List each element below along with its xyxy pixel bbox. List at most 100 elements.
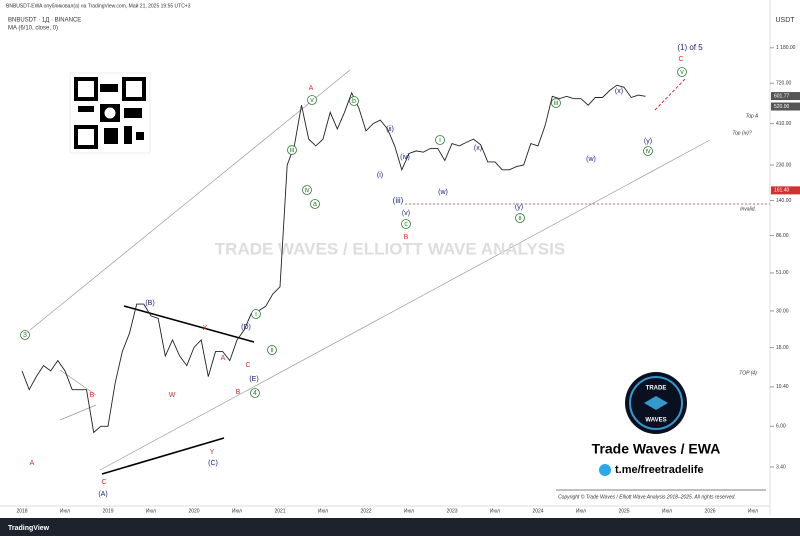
- y-tick-label: 720.00: [776, 81, 792, 87]
- watermark: TRADE WAVES / ELLIOTT WAVE ANALYSIS: [215, 239, 565, 258]
- x-tick-label: Июл: [748, 508, 758, 514]
- wave-label: B: [90, 392, 95, 399]
- y-tick-label: 140.00: [776, 198, 792, 204]
- y-tick-label: 18.00: [776, 345, 789, 351]
- footer-bar: [0, 518, 800, 536]
- x-tick-label: 2018: [16, 508, 27, 514]
- x-tick-label: 2025: [618, 508, 629, 514]
- wave-label: (E): [249, 376, 258, 383]
- wave-label: X: [203, 325, 208, 332]
- wave-label: v: [680, 69, 684, 76]
- brand-name: Trade Waves / EWA: [592, 441, 721, 457]
- price-label: 601.77: [774, 93, 790, 99]
- x-tick-label: 2024: [532, 508, 543, 514]
- wave-label: a: [313, 201, 317, 208]
- wave-circle: [310, 199, 320, 209]
- wave-label: iii: [290, 147, 295, 154]
- price-label: 161.40: [774, 188, 790, 194]
- telegram-icon: [599, 464, 611, 476]
- wave-label: (x): [615, 88, 623, 95]
- wave-label: (v): [402, 210, 410, 217]
- price-label-box: [771, 102, 800, 111]
- published: BNBUSDT-EWA опубликовал(а) на TradingVie…: [6, 2, 191, 9]
- wave-label: ii: [518, 215, 522, 222]
- wave-label: iv: [645, 148, 651, 155]
- x-tick-label: Июл: [662, 508, 672, 514]
- level-label: TOP (4): [739, 370, 757, 376]
- copyright: Copyright © Trade Waves / Elliott Wave A…: [558, 493, 736, 500]
- wave-label: v: [310, 97, 314, 104]
- wave-label: B: [236, 389, 241, 396]
- wave-label: A: [221, 355, 226, 362]
- wave-label: iv: [304, 187, 310, 194]
- unit: USDT: [775, 17, 795, 24]
- qr-code: [69, 72, 151, 154]
- x-tick-label: Июл: [60, 508, 70, 514]
- footer[interactable]: TradingView: [8, 525, 50, 532]
- y-tick-label: 410.00: [776, 121, 792, 127]
- x-tick-label: 2020: [188, 508, 199, 514]
- logo-text: TRADE: [646, 386, 667, 392]
- x-tick-label: 2023: [446, 508, 457, 514]
- wave-label: (x): [474, 145, 482, 152]
- y-tick-label: 3.40: [776, 464, 786, 470]
- y-tick-label: 30.00: [776, 308, 789, 314]
- wave-label: C: [245, 362, 250, 369]
- x-tick-label: 2019: [102, 508, 113, 514]
- telegram[interactable]: t.me/freetradelife: [615, 464, 704, 476]
- level-label: Top A: [746, 113, 759, 119]
- x-tick-label: Июл: [576, 508, 586, 514]
- wave-label: (D): [241, 324, 251, 331]
- wave-circle: [401, 219, 411, 229]
- wave-label: A: [30, 460, 35, 467]
- wave-label: i: [255, 311, 257, 318]
- wave-label: 3: [23, 332, 27, 339]
- level-label: Invalid.: [740, 206, 756, 212]
- wave-label: (B): [145, 300, 154, 307]
- wave-label: (y): [644, 138, 652, 145]
- wave-label: B: [404, 234, 409, 241]
- wave-circle: [349, 96, 359, 106]
- price-line: [21, 84, 646, 434]
- wave-label: iii: [554, 100, 559, 107]
- wave-label: (w): [438, 189, 448, 196]
- wave-label: Y: [210, 449, 215, 456]
- y-tick-label: 51.00: [776, 270, 789, 276]
- y-tick-label: 10.40: [776, 384, 789, 390]
- wave-label: C: [101, 479, 106, 486]
- wave-circle: [435, 135, 445, 145]
- wave-label: (w): [586, 156, 596, 163]
- wave-circle: [551, 98, 561, 108]
- wave-label: ii: [270, 347, 274, 354]
- wave-circle: [287, 145, 297, 155]
- wave-label: b: [352, 98, 356, 105]
- x-tick-label: 2021: [274, 508, 285, 514]
- projection: [654, 77, 687, 111]
- x-tick-label: 2022: [360, 508, 371, 514]
- wave-label: (iv): [400, 154, 410, 161]
- x-tick-label: Июл: [146, 508, 156, 514]
- logo-text: WAVES: [645, 418, 666, 424]
- wave-label: c: [404, 221, 408, 228]
- wave-circle: [20, 330, 30, 340]
- wave-label: (A): [98, 491, 107, 498]
- wave-label: (i): [377, 172, 383, 179]
- y-tick-label: 6.00: [776, 424, 786, 430]
- level-label: Top (iv)?: [732, 130, 751, 136]
- wave-circle: [307, 95, 317, 105]
- wave-circle: [677, 67, 687, 77]
- wave-label: C: [678, 56, 683, 63]
- symbol: BNBUSDT · 1Д · BINANCE: [8, 18, 81, 24]
- y-tick-label: 230.00: [776, 162, 792, 168]
- y-tick-label: 86.00: [776, 233, 789, 239]
- price-label: 520.00: [774, 104, 790, 110]
- wave-label: (ii): [386, 126, 394, 133]
- wave-circle: [515, 213, 525, 223]
- wave-circle: [251, 309, 261, 319]
- y-tick-label: 1 180.00: [776, 45, 796, 51]
- wave-label: (iii): [393, 196, 404, 205]
- price-label-box: [771, 186, 800, 195]
- wave-label: i: [439, 137, 441, 144]
- x-tick-label: 2026: [704, 508, 715, 514]
